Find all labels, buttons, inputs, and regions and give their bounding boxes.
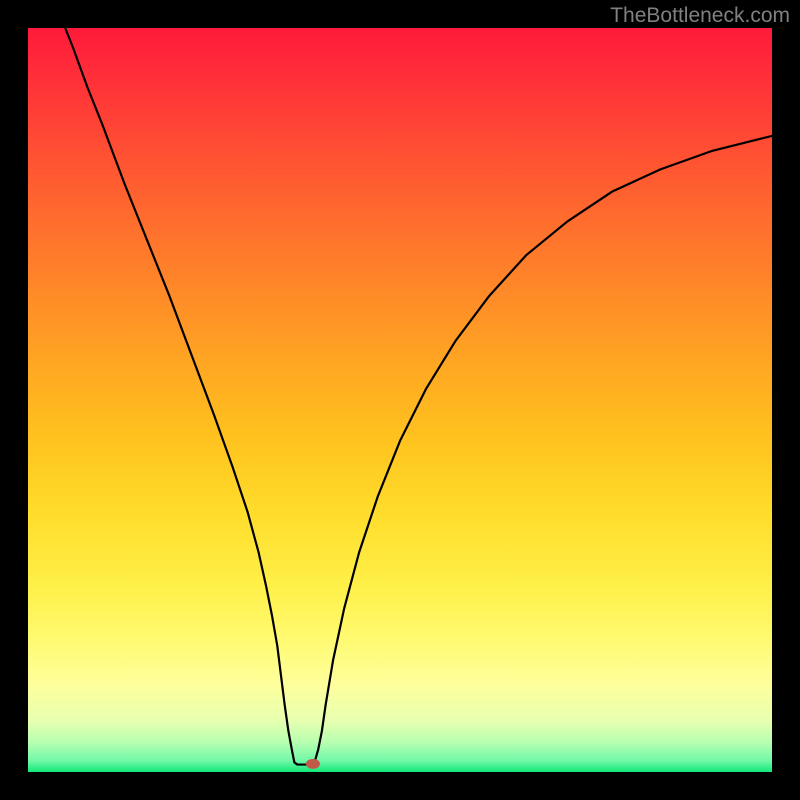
watermark-text: TheBottleneck.com — [610, 4, 790, 28]
chart-container: TheBottleneck.com — [0, 0, 800, 800]
minimum-marker — [306, 759, 320, 769]
gradient-background — [28, 28, 772, 772]
plot-area — [28, 28, 772, 772]
chart-svg — [28, 28, 772, 772]
